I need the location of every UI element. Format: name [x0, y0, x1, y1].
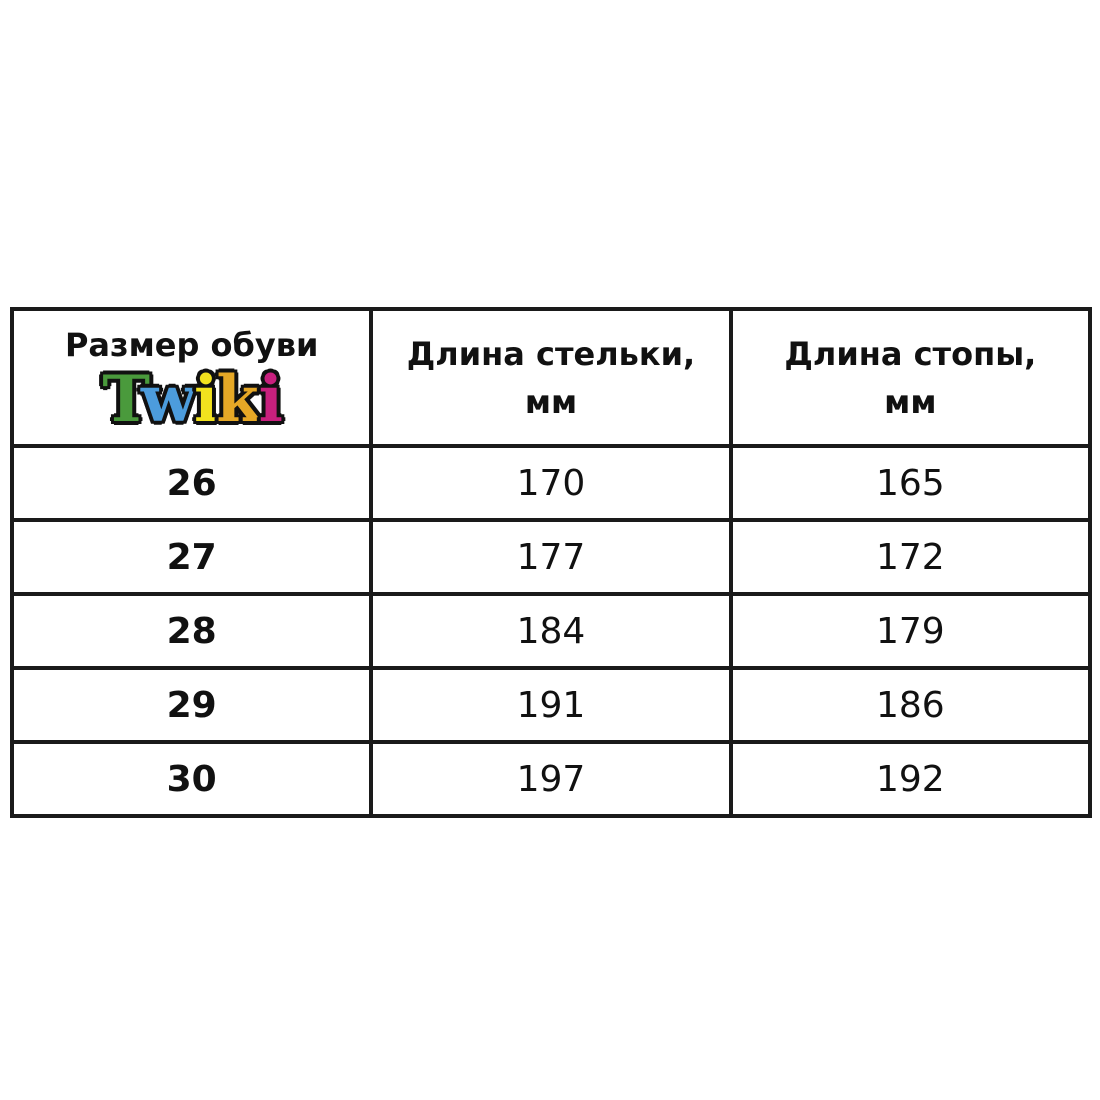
logo-letter: i — [194, 361, 218, 437]
size-cell: 26 — [9, 444, 374, 522]
foot-cell: 165 — [728, 444, 1093, 522]
size-cell: 29 — [9, 666, 374, 744]
header-insole: Длина стельки, мм — [369, 307, 733, 448]
header-size: Размер обуви Twiki — [9, 307, 374, 448]
size-cell: 27 — [9, 518, 374, 596]
foot-cell: 172 — [728, 518, 1093, 596]
header-foot-line2: мм — [884, 382, 937, 421]
twiki-logo: Twiki — [102, 361, 283, 437]
logo-letter: k — [216, 361, 260, 437]
logo-letter: i — [258, 361, 283, 437]
insole-cell: 177 — [369, 518, 733, 596]
table-row: 27 177 172 — [9, 518, 1093, 596]
logo-letter: w — [140, 361, 196, 437]
header-size-label: Размер обуви — [64, 325, 319, 364]
insole-cell: 170 — [369, 444, 733, 522]
size-table: Размер обуви Twiki Длина стельки, мм Дли… — [9, 307, 1093, 818]
header-foot: Длина стопы, мм — [728, 307, 1093, 448]
foot-cell: 186 — [728, 666, 1093, 744]
foot-cell: 192 — [728, 740, 1093, 818]
header-insole-line1: Длина стельки, — [406, 334, 696, 373]
header-foot-line1: Длина стопы, — [784, 334, 1037, 373]
foot-cell: 179 — [728, 592, 1093, 670]
table-row: 28 184 179 — [9, 592, 1093, 670]
insole-cell: 191 — [369, 666, 733, 744]
size-cell: 28 — [9, 592, 374, 670]
insole-cell: 197 — [369, 740, 733, 818]
header-row: Размер обуви Twiki Длина стельки, мм Дли… — [9, 307, 1093, 448]
table-row: 26 170 165 — [9, 444, 1093, 522]
logo-letter: T — [102, 361, 143, 437]
table-row: 29 191 186 — [9, 666, 1093, 744]
insole-cell: 184 — [369, 592, 733, 670]
header-insole-line2: мм — [524, 382, 578, 421]
table-row: 30 197 192 — [9, 740, 1093, 818]
size-cell: 30 — [9, 740, 374, 818]
